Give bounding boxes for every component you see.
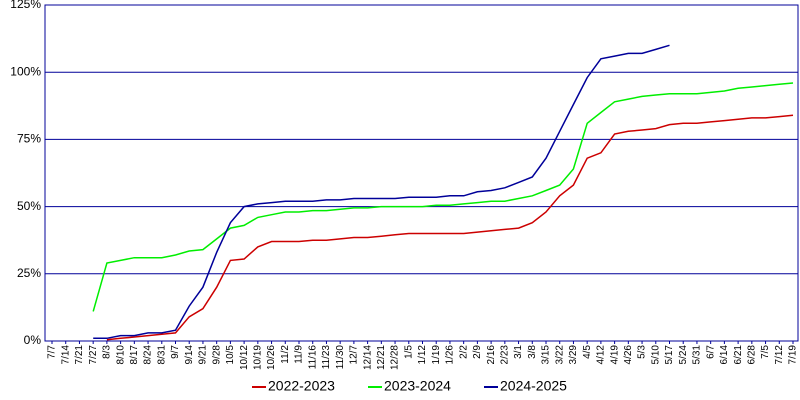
x-tick-label: 11/30 — [335, 345, 346, 370]
x-tick-label: 9/7 — [170, 345, 181, 359]
x-tick-label: 2/23 — [499, 345, 510, 365]
series-line — [106, 114, 794, 341]
y-tick-label: 0% — [24, 333, 42, 347]
y-tick-label: 125% — [10, 0, 41, 11]
legend-label: 2022-2023 — [268, 378, 335, 394]
x-tick-label: 4/19 — [609, 345, 620, 365]
x-tick-label: 9/14 — [184, 345, 195, 365]
y-tick-label: 25% — [17, 266, 41, 280]
x-tick-label: 7/19 — [788, 345, 799, 365]
x-tick-label: 6/28 — [746, 345, 757, 365]
x-tick-label: 7/5 — [760, 345, 771, 359]
x-tick-label: 8/17 — [129, 345, 140, 365]
x-tick-label: 5/24 — [678, 345, 689, 365]
x-tick-label: 11/2 — [280, 345, 291, 364]
legend-label: 2023-2024 — [384, 378, 451, 394]
x-tick-label: 5/3 — [637, 345, 648, 359]
x-tick-label: 8/3 — [102, 345, 113, 359]
x-tick-label: 10/12 — [239, 345, 250, 370]
x-tick-label: 2/2 — [458, 345, 469, 359]
x-tick-label: 11/9 — [294, 345, 305, 364]
x-tick-label: 4/5 — [582, 345, 593, 359]
x-tick-label: 3/15 — [541, 345, 552, 365]
x-tick-label: 9/21 — [198, 345, 209, 365]
x-tick-label: 12/14 — [362, 345, 373, 370]
x-tick-label: 1/12 — [417, 345, 428, 365]
x-tick-label: 11/16 — [307, 345, 318, 370]
x-tick-label: 6/7 — [705, 345, 716, 359]
x-tick-label: 7/7 — [47, 345, 58, 359]
x-tick-label: 3/29 — [568, 345, 579, 365]
x-tick-label: 12/7 — [349, 345, 360, 365]
x-tick-label: 10/5 — [225, 345, 236, 365]
x-tick-label: 10/26 — [266, 345, 277, 370]
y-tick-label: 75% — [17, 132, 41, 146]
y-tick-label: 50% — [17, 199, 41, 213]
x-tick-label: 8/24 — [143, 345, 154, 365]
x-tick-label: 4/12 — [596, 345, 607, 365]
x-tick-label: 3/22 — [554, 345, 565, 365]
x-tick-label: 7/12 — [774, 345, 785, 365]
x-tick-label: 5/31 — [692, 345, 703, 365]
x-tick-label: 6/21 — [733, 345, 744, 365]
x-tick-label: 4/26 — [623, 345, 634, 365]
legend-label: 2024-2025 — [500, 378, 567, 394]
x-tick-label: 3/8 — [527, 345, 538, 359]
x-tick-label: 7/21 — [74, 345, 85, 365]
x-tick-label: 8/10 — [115, 345, 126, 365]
plot-frame — [44, 4, 799, 342]
x-tick-label: 1/5 — [403, 345, 414, 359]
x-tick-label: 11/23 — [321, 345, 332, 370]
x-tick-label: 1/19 — [431, 345, 442, 365]
x-tick-label: 3/1 — [513, 345, 524, 359]
x-tick-label: 7/27 — [88, 345, 99, 365]
x-tick-label: 9/28 — [211, 345, 222, 365]
x-tick-label: 10/19 — [252, 345, 263, 370]
x-tick-label: 6/14 — [719, 345, 730, 365]
x-tick-label: 1/26 — [445, 345, 456, 365]
x-tick-label: 2/9 — [472, 345, 483, 359]
x-tick-label: 5/17 — [664, 345, 675, 365]
y-tick-label: 100% — [10, 64, 41, 78]
x-tick-label: 7/14 — [60, 345, 71, 365]
x-tick-label: 5/10 — [650, 345, 661, 365]
series-line — [93, 44, 670, 340]
x-tick-label: 2/16 — [486, 345, 497, 365]
x-tick-label: 12/28 — [390, 345, 401, 370]
series-line — [92, 82, 794, 312]
x-tick-label: 12/21 — [376, 345, 387, 370]
x-tick-label: 8/31 — [156, 345, 167, 365]
